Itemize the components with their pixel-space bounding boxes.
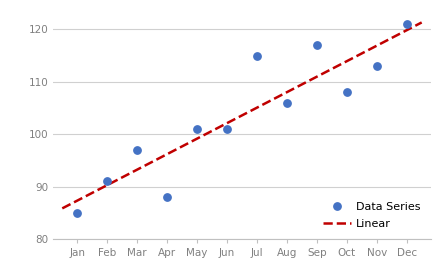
Point <box>283 101 290 105</box>
Point <box>373 64 381 68</box>
Point <box>223 127 230 131</box>
Point <box>254 53 261 58</box>
Point <box>163 195 170 199</box>
Point <box>313 43 321 47</box>
Legend: Data Series, Linear: Data Series, Linear <box>318 197 425 234</box>
Point <box>103 179 111 184</box>
Point <box>343 90 350 95</box>
Point <box>403 22 410 26</box>
Point <box>74 211 81 215</box>
Point <box>134 148 141 152</box>
Point <box>194 127 201 131</box>
